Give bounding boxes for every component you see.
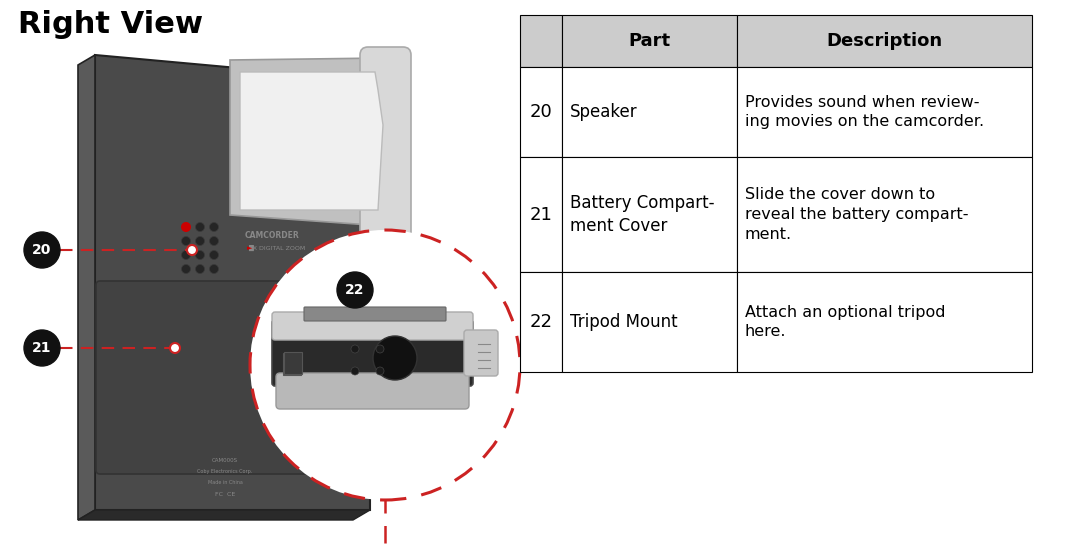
FancyBboxPatch shape	[96, 281, 362, 474]
Circle shape	[170, 343, 180, 353]
Text: █X DIGITAL ZOOM: █X DIGITAL ZOOM	[248, 245, 305, 251]
Bar	[520, 272, 562, 372]
Text: 22: 22	[529, 313, 552, 331]
Polygon shape	[95, 55, 370, 510]
Circle shape	[376, 345, 384, 353]
Bar	[562, 157, 737, 272]
Circle shape	[324, 337, 332, 345]
Text: 20: 20	[529, 103, 552, 121]
Bar	[520, 15, 562, 67]
Text: Part: Part	[628, 32, 671, 50]
Polygon shape	[78, 510, 370, 520]
Circle shape	[351, 345, 359, 353]
Text: 21: 21	[529, 206, 552, 223]
Bar	[520, 67, 562, 157]
Text: CAMCORDER: CAMCORDER	[245, 231, 300, 239]
Circle shape	[182, 251, 190, 259]
Text: CAM000S: CAM000S	[212, 457, 238, 462]
Text: Speaker: Speaker	[570, 103, 638, 121]
Circle shape	[210, 264, 218, 274]
Circle shape	[196, 251, 204, 259]
Bar	[562, 67, 737, 157]
Circle shape	[337, 272, 373, 308]
Polygon shape	[230, 58, 400, 225]
Circle shape	[182, 264, 190, 274]
Bar	[562, 15, 737, 67]
Bar	[737, 15, 1032, 67]
Circle shape	[196, 264, 204, 274]
FancyBboxPatch shape	[272, 312, 473, 340]
Circle shape	[324, 351, 332, 359]
FancyBboxPatch shape	[360, 47, 411, 243]
Polygon shape	[240, 72, 383, 210]
Text: Tripod Mount: Tripod Mount	[570, 313, 677, 331]
Text: FC  CE: FC CE	[215, 492, 235, 497]
Circle shape	[182, 222, 191, 232]
Polygon shape	[78, 55, 95, 520]
Circle shape	[196, 222, 204, 232]
Bar	[284, 352, 302, 374]
Circle shape	[336, 337, 343, 345]
Text: Slide the cover down to
reveal the battery compart-
ment.: Slide the cover down to reveal the batte…	[745, 187, 969, 242]
Circle shape	[210, 237, 218, 246]
Bar	[737, 67, 1032, 157]
Circle shape	[210, 222, 218, 232]
Circle shape	[24, 232, 60, 268]
FancyBboxPatch shape	[276, 373, 468, 409]
Circle shape	[196, 237, 204, 246]
FancyBboxPatch shape	[272, 320, 473, 386]
Circle shape	[250, 230, 520, 500]
Text: ►: ►	[247, 245, 252, 251]
Text: Provides sound when review-
ing movies on the camcorder.: Provides sound when review- ing movies o…	[745, 95, 984, 129]
Text: Attach an optional tripod
here.: Attach an optional tripod here.	[745, 305, 946, 340]
Bar	[283, 353, 301, 375]
Text: Battery Compart-
ment Cover: Battery Compart- ment Cover	[570, 194, 714, 235]
Text: Right View: Right View	[18, 10, 203, 39]
Circle shape	[351, 367, 359, 375]
FancyBboxPatch shape	[304, 307, 446, 321]
Bar	[562, 272, 737, 372]
Circle shape	[210, 251, 218, 259]
Text: Coby Electronics Corp.: Coby Electronics Corp.	[198, 469, 252, 474]
Bar	[737, 272, 1032, 372]
FancyBboxPatch shape	[464, 330, 498, 376]
Circle shape	[182, 237, 190, 246]
Circle shape	[24, 330, 60, 366]
Text: Description: Description	[826, 32, 942, 50]
Bar	[520, 157, 562, 272]
Circle shape	[336, 351, 343, 359]
Circle shape	[373, 336, 417, 380]
Text: Made in China: Made in China	[208, 481, 242, 486]
Text: 20: 20	[33, 243, 52, 257]
Bar	[737, 157, 1032, 272]
Text: 22: 22	[346, 283, 365, 297]
Text: 21: 21	[33, 341, 52, 355]
Circle shape	[376, 367, 384, 375]
Circle shape	[187, 245, 197, 255]
